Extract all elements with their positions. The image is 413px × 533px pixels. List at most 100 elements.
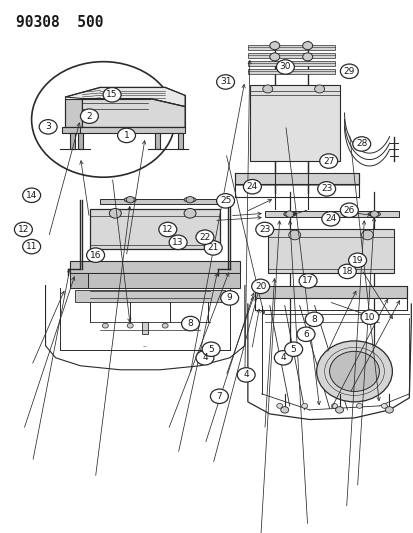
Circle shape: [31, 62, 175, 177]
Circle shape: [352, 137, 370, 151]
Circle shape: [14, 222, 32, 237]
Circle shape: [302, 42, 312, 50]
Circle shape: [317, 182, 335, 196]
Polygon shape: [65, 99, 82, 127]
Circle shape: [285, 211, 293, 217]
Circle shape: [269, 42, 279, 50]
Text: 10: 10: [363, 313, 375, 321]
Text: 4: 4: [243, 370, 248, 379]
Circle shape: [159, 222, 176, 237]
Text: 18: 18: [341, 267, 352, 276]
Polygon shape: [75, 289, 224, 302]
Ellipse shape: [184, 197, 196, 202]
Circle shape: [243, 180, 261, 194]
Text: 9: 9: [226, 294, 232, 302]
Circle shape: [276, 403, 282, 408]
Circle shape: [204, 241, 222, 255]
Text: 21: 21: [207, 244, 218, 253]
Text: 14: 14: [26, 191, 37, 200]
Circle shape: [237, 368, 254, 382]
Circle shape: [86, 248, 104, 262]
Text: 24: 24: [324, 214, 336, 223]
Circle shape: [162, 323, 168, 328]
Circle shape: [269, 53, 279, 61]
Circle shape: [321, 212, 339, 226]
Circle shape: [262, 85, 272, 93]
Polygon shape: [82, 99, 185, 127]
Circle shape: [23, 188, 40, 203]
Circle shape: [288, 230, 300, 240]
Circle shape: [385, 407, 392, 413]
Circle shape: [216, 75, 234, 89]
Polygon shape: [65, 87, 185, 107]
Text: 15: 15: [106, 90, 118, 99]
Polygon shape: [142, 321, 148, 334]
Text: 16: 16: [90, 251, 101, 260]
Polygon shape: [247, 45, 334, 50]
Circle shape: [337, 264, 356, 279]
Circle shape: [276, 60, 294, 74]
Text: 8: 8: [311, 315, 316, 324]
Circle shape: [255, 222, 273, 237]
Circle shape: [304, 312, 323, 327]
Circle shape: [169, 235, 187, 249]
Text: 6: 6: [302, 330, 308, 339]
Text: 27: 27: [322, 157, 334, 166]
Text: 19: 19: [351, 256, 363, 265]
Text: 25: 25: [219, 196, 231, 205]
Text: 22: 22: [199, 233, 210, 241]
Polygon shape: [178, 133, 183, 149]
Circle shape: [329, 351, 378, 391]
Text: 28: 28: [355, 140, 366, 149]
Polygon shape: [70, 262, 239, 273]
Circle shape: [251, 279, 269, 294]
Circle shape: [361, 230, 373, 240]
Circle shape: [216, 193, 234, 208]
Text: 24: 24: [246, 182, 257, 191]
Text: 13: 13: [172, 238, 183, 247]
Circle shape: [274, 351, 292, 365]
Polygon shape: [254, 286, 406, 297]
Circle shape: [23, 239, 40, 254]
Circle shape: [103, 87, 121, 102]
Polygon shape: [62, 127, 85, 133]
Circle shape: [102, 323, 108, 328]
Polygon shape: [70, 273, 88, 288]
Text: 15_bolt: 15_bolt: [142, 345, 147, 346]
Circle shape: [210, 389, 228, 403]
Text: 5: 5: [290, 345, 296, 354]
Circle shape: [127, 323, 133, 328]
Text: 2: 2: [86, 111, 92, 120]
Circle shape: [187, 323, 192, 328]
Text: 20: 20: [254, 282, 266, 291]
Text: 30: 30: [279, 62, 290, 71]
Text: 1: 1: [123, 131, 129, 140]
Text: 26: 26: [343, 206, 354, 215]
Text: 3: 3: [45, 123, 51, 131]
Text: 29: 29: [343, 67, 354, 76]
Circle shape: [319, 154, 337, 168]
Text: 90308  500: 90308 500: [16, 15, 103, 30]
Circle shape: [316, 341, 392, 402]
Circle shape: [184, 208, 196, 218]
Circle shape: [297, 327, 314, 342]
Circle shape: [339, 64, 358, 78]
Circle shape: [301, 403, 307, 408]
Polygon shape: [155, 133, 160, 149]
Circle shape: [109, 208, 121, 218]
Polygon shape: [90, 209, 219, 249]
Circle shape: [348, 253, 366, 268]
Polygon shape: [70, 133, 75, 149]
Circle shape: [356, 403, 362, 408]
Circle shape: [185, 197, 194, 203]
Circle shape: [380, 403, 387, 408]
Text: 4: 4: [280, 353, 285, 362]
Circle shape: [80, 109, 98, 123]
Text: 31: 31: [219, 77, 231, 86]
Circle shape: [299, 273, 316, 288]
Circle shape: [360, 310, 378, 325]
Polygon shape: [100, 199, 219, 205]
Circle shape: [335, 407, 343, 413]
Polygon shape: [78, 133, 83, 149]
Circle shape: [284, 342, 302, 357]
